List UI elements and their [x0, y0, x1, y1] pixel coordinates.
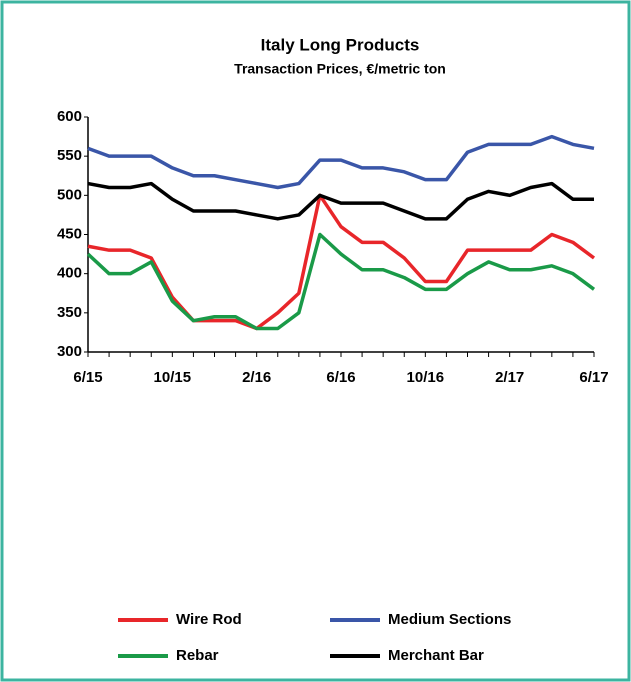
y-tick-label: 350 [57, 304, 82, 321]
series-line [87, 181, 594, 221]
series-line [86, 232, 596, 331]
y-tick-label: 400 [57, 265, 82, 282]
x-tick-label: 10/16 [407, 369, 445, 386]
y-tick-label: 550 [57, 147, 82, 164]
x-tick-label: 6/15 [73, 369, 102, 386]
x-tick-label: 2/17 [495, 369, 524, 386]
series-line [87, 134, 595, 190]
y-tick-label: 450 [57, 225, 82, 242]
x-tick-label: 2/16 [242, 369, 271, 386]
x-tick-label: 6/16 [326, 369, 355, 386]
chart-subtitle: Transaction Prices, €/metric ton [234, 61, 446, 77]
series-line [87, 193, 596, 331]
y-tick-label: 600 [57, 108, 82, 125]
x-tick-label: 6/17 [579, 369, 608, 386]
legend-label: Wire Rod [176, 611, 242, 628]
legend-label: Rebar [176, 647, 219, 664]
y-tick-label: 500 [57, 186, 82, 203]
y-tick-label: 300 [57, 343, 82, 360]
legend-label: Merchant Bar [388, 647, 484, 664]
legend-label: Medium Sections [388, 611, 511, 628]
chart-title: Italy Long Products [261, 35, 420, 54]
x-tick-label: 10/15 [154, 369, 192, 386]
